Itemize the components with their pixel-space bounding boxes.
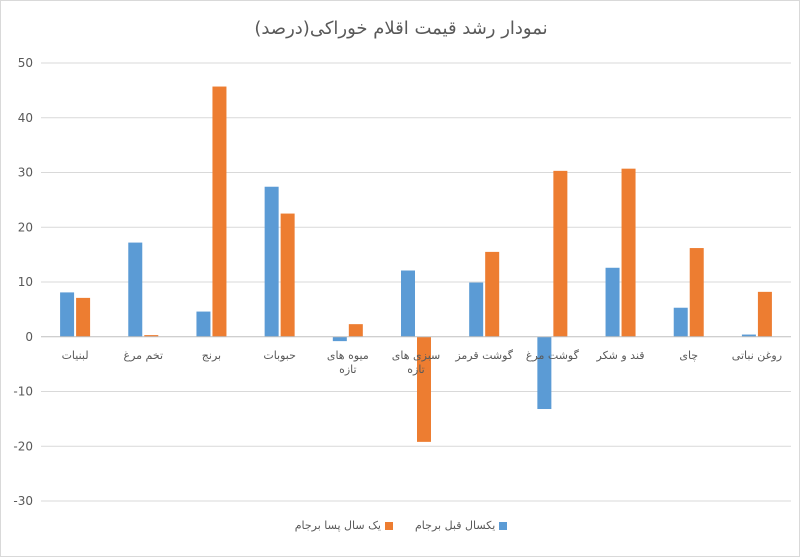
- bar-after: [144, 335, 159, 337]
- legend-swatch-before: [499, 521, 508, 530]
- y-tick-label: 40: [18, 111, 33, 125]
- legend-label-after: یک سال پسا برجام: [294, 519, 381, 532]
- x-category-label: گوشت قرمز: [454, 349, 513, 362]
- bar-before: [469, 282, 484, 337]
- y-tick-label: -20: [13, 439, 33, 453]
- y-tick-label: -30: [13, 494, 33, 508]
- y-tick-label: 0: [25, 330, 33, 344]
- bar-after: [417, 336, 431, 442]
- bar-after: [212, 86, 227, 337]
- x-category-label: لبنیات: [62, 349, 89, 362]
- legend: یکسال قبل برجام یک سال پسا برجام: [1, 519, 799, 532]
- bar-after: [280, 213, 295, 337]
- legend-label-before: یکسال قبل برجام: [415, 519, 496, 532]
- y-tick-label: 50: [18, 56, 33, 70]
- x-category-label: میوه های تازه: [327, 349, 369, 376]
- bar-before: [128, 242, 143, 337]
- y-tick-label: -10: [13, 385, 33, 399]
- bar-before: [196, 311, 211, 337]
- bar-after: [485, 251, 500, 337]
- bar-before: [60, 292, 75, 337]
- x-category-label: تخم مرغ: [124, 349, 164, 362]
- bar-after: [553, 170, 568, 337]
- chart-title: نمودار رشد قیمت اقلام خوراکی(درصد): [254, 18, 548, 39]
- x-category-label: قند و شکر: [596, 349, 645, 362]
- y-tick-label: 30: [18, 166, 33, 180]
- x-category-label: برنج: [202, 349, 221, 362]
- bar-before: [332, 336, 347, 342]
- y-tick-label: 10: [18, 275, 33, 289]
- bar-after: [348, 324, 363, 337]
- x-category-label: حبوبات: [263, 349, 296, 362]
- bar-before: [673, 307, 688, 337]
- x-category-label: چای: [679, 349, 698, 362]
- bar-before: [605, 267, 620, 337]
- bar-after: [76, 297, 91, 337]
- bar-before: [741, 334, 756, 337]
- y-tick-label: 20: [18, 220, 33, 234]
- legend-item-after: یک سال پسا برجام: [295, 519, 393, 532]
- bar-after: [621, 168, 636, 337]
- x-category-label: سبزی های تازه: [392, 349, 440, 376]
- legend-swatch-after: [385, 521, 393, 530]
- bar-after: [689, 248, 704, 337]
- bar-after: [757, 291, 772, 337]
- bar-before: [537, 336, 552, 410]
- x-category-label: روغن نباتی: [732, 349, 782, 362]
- x-category-label: گوشت مرغ: [526, 349, 580, 362]
- bar-before: [401, 270, 415, 337]
- legend-item-before: یکسال قبل برجام: [415, 519, 508, 532]
- bar-before: [264, 186, 279, 337]
